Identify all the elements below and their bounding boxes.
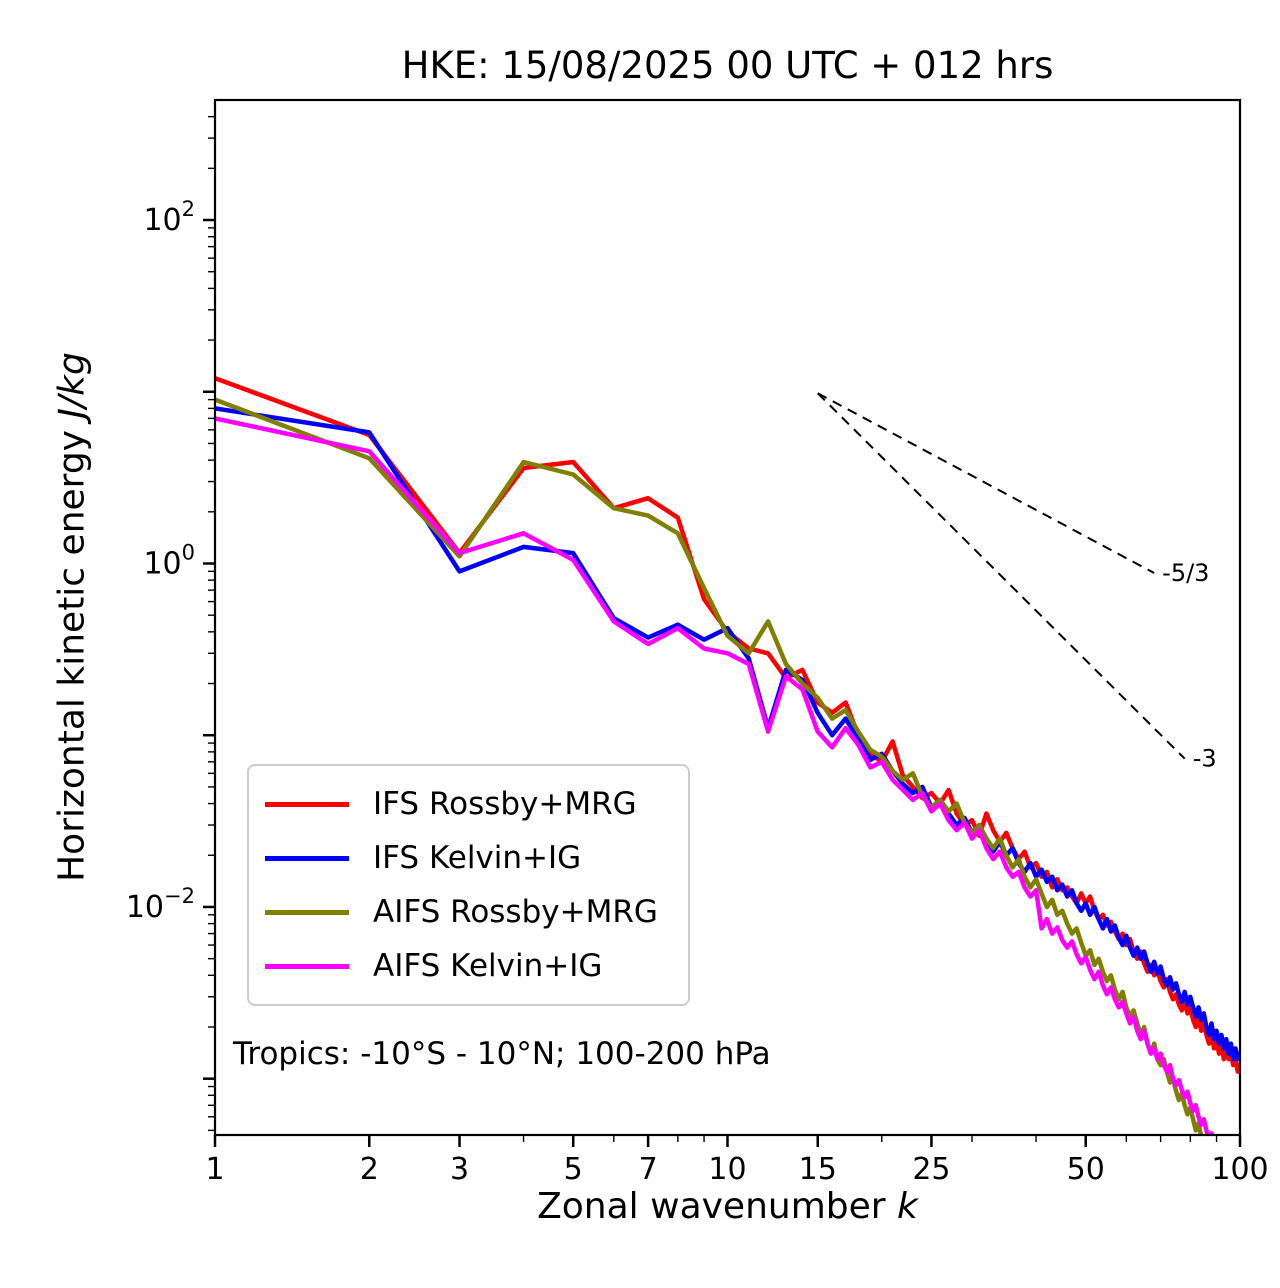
legend-item-label: IFS Kelvin+IG <box>373 840 582 876</box>
series-line-aifs-rossby-mrg <box>215 397 1208 1135</box>
y-axis-label: Horizontal kinetic energy J/kg <box>52 352 93 882</box>
x-tick-label: 2 <box>360 1152 379 1187</box>
legend-item: AIFS Rossby+MRG <box>265 890 658 934</box>
y-tick-label: 100 <box>143 540 195 581</box>
series-line-ifs-kelvin-ig <box>215 406 1240 1062</box>
legend-item: IFS Rossby+MRG <box>265 782 658 826</box>
x-tick-label: 25 <box>912 1152 950 1187</box>
x-axis-label: Zonal wavenumber k <box>215 1186 1240 1227</box>
x-tick-label: 1 <box>205 1152 224 1187</box>
reference-slope-line <box>817 392 1155 574</box>
x-tick-label: 3 <box>450 1152 469 1187</box>
reference-slope-label: -5/3 <box>1162 559 1209 587</box>
y-tick-label: 10−2 <box>126 884 195 925</box>
legend-item-label: IFS Rossby+MRG <box>373 786 637 822</box>
x-tick-label: 7 <box>639 1152 658 1187</box>
series-line-aifs-kelvin-ig <box>215 416 1215 1135</box>
legend-line-sample <box>265 909 349 915</box>
reference-slope-line <box>817 392 1186 760</box>
legend-item: AIFS Kelvin+IG <box>265 944 658 988</box>
chart-title: HKE: 15/08/2025 00 UTC + 012 hrs <box>401 44 1054 87</box>
x-tick-label: 10 <box>708 1152 746 1187</box>
x-axis-label-text: Zonal wavenumber <box>537 1186 898 1227</box>
annotation-tropics: Tropics: -10°S - 10°N; 100-200 hPa <box>233 1036 771 1072</box>
legend-line-sample <box>265 855 349 861</box>
x-tick-label: 100 <box>1211 1152 1268 1187</box>
y-axis-label-math: J/kg <box>51 352 93 419</box>
legend: IFS Rossby+MRG IFS Kelvin+IG AIFS Rossby… <box>247 764 690 1006</box>
x-tick-label: 5 <box>564 1152 583 1187</box>
x-tick-label: 15 <box>799 1152 837 1187</box>
legend-line-sample <box>265 963 349 969</box>
legend-item-label: AIFS Kelvin+IG <box>373 948 603 984</box>
legend-item-label: AIFS Rossby+MRG <box>373 894 658 930</box>
x-axis-label-math: k <box>897 1186 918 1227</box>
x-tick-label: 50 <box>1067 1152 1105 1187</box>
legend-item: IFS Kelvin+IG <box>265 836 658 880</box>
axes-frame <box>213 98 1242 1137</box>
reference-slope-label: -3 <box>1193 745 1217 773</box>
y-tick-label: 102 <box>143 197 195 238</box>
series-group <box>215 375 1240 1135</box>
legend-line-sample <box>265 801 349 807</box>
y-axis-label-text: Horizontal kinetic energy <box>51 418 93 882</box>
